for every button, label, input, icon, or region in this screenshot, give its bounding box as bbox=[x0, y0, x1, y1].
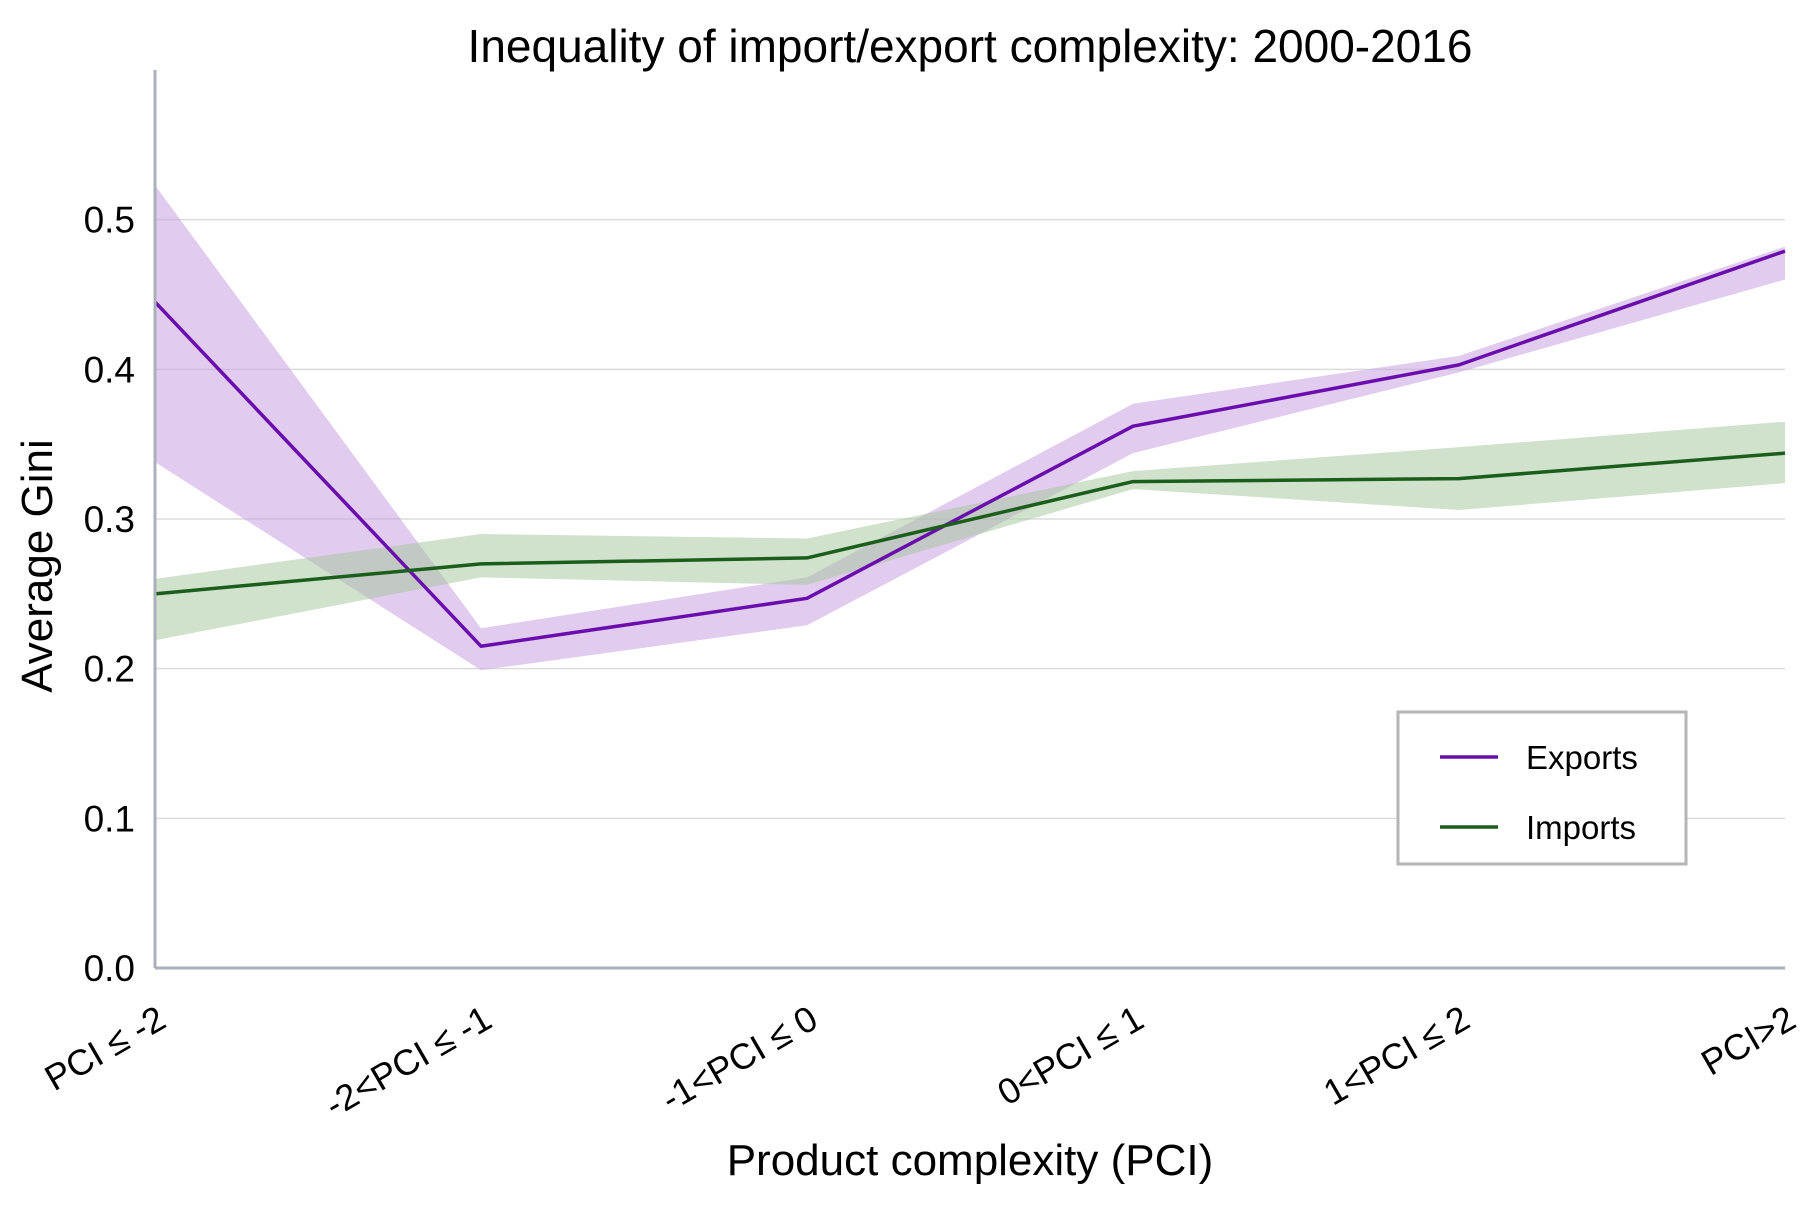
x-axis-label: Product complexity (PCI) bbox=[727, 1136, 1214, 1185]
band-exports bbox=[155, 185, 1785, 671]
legend-box bbox=[1396, 710, 1688, 866]
axes bbox=[153, 70, 1785, 970]
y-axis-label: Average Gini bbox=[13, 439, 62, 693]
x-tick-label: -2<PCI ≤ -1 bbox=[318, 997, 499, 1125]
line-imports bbox=[154, 451, 1786, 596]
line-exports bbox=[153, 249, 1786, 648]
x-tick-label: 1<PCI ≤ 2 bbox=[1316, 997, 1476, 1113]
chart-title: Inequality of import/export complexity: … bbox=[468, 20, 1473, 72]
series-lines bbox=[153, 249, 1786, 648]
x-tick-label: PCI ≤ -2 bbox=[38, 997, 173, 1098]
y-tick-label: 0.3 bbox=[84, 499, 135, 540]
y-tick-labels: 0.0 0.1 0.2 0.3 0.4 0.5 bbox=[84, 200, 135, 989]
x-tick-labels: PCI ≤ -2 -2<PCI ≤ -1 -1<PCI ≤ 0 0<PCI ≤ 1 1<… bbox=[38, 997, 1800, 1125]
y-tick-label: 0.2 bbox=[84, 649, 135, 690]
y-tick-label: 0.4 bbox=[84, 349, 135, 390]
y-tick-label: 0.1 bbox=[84, 798, 135, 839]
x-tick-label: -1<PCI ≤ 0 bbox=[654, 997, 824, 1119]
legend: Exports Imports bbox=[1396, 710, 1688, 866]
legend-label-exports: Exports bbox=[1526, 739, 1638, 776]
legend-label-imports: Imports bbox=[1526, 809, 1636, 846]
y-tick-label: 0.5 bbox=[84, 200, 135, 241]
y-tick-label: 0.0 bbox=[84, 948, 135, 989]
x-tick-label: 0<PCI ≤ 1 bbox=[990, 997, 1150, 1113]
x-tick-label: PCI>2 bbox=[1694, 997, 1800, 1083]
confidence-bands bbox=[155, 185, 1785, 671]
band-imports bbox=[155, 421, 1785, 641]
